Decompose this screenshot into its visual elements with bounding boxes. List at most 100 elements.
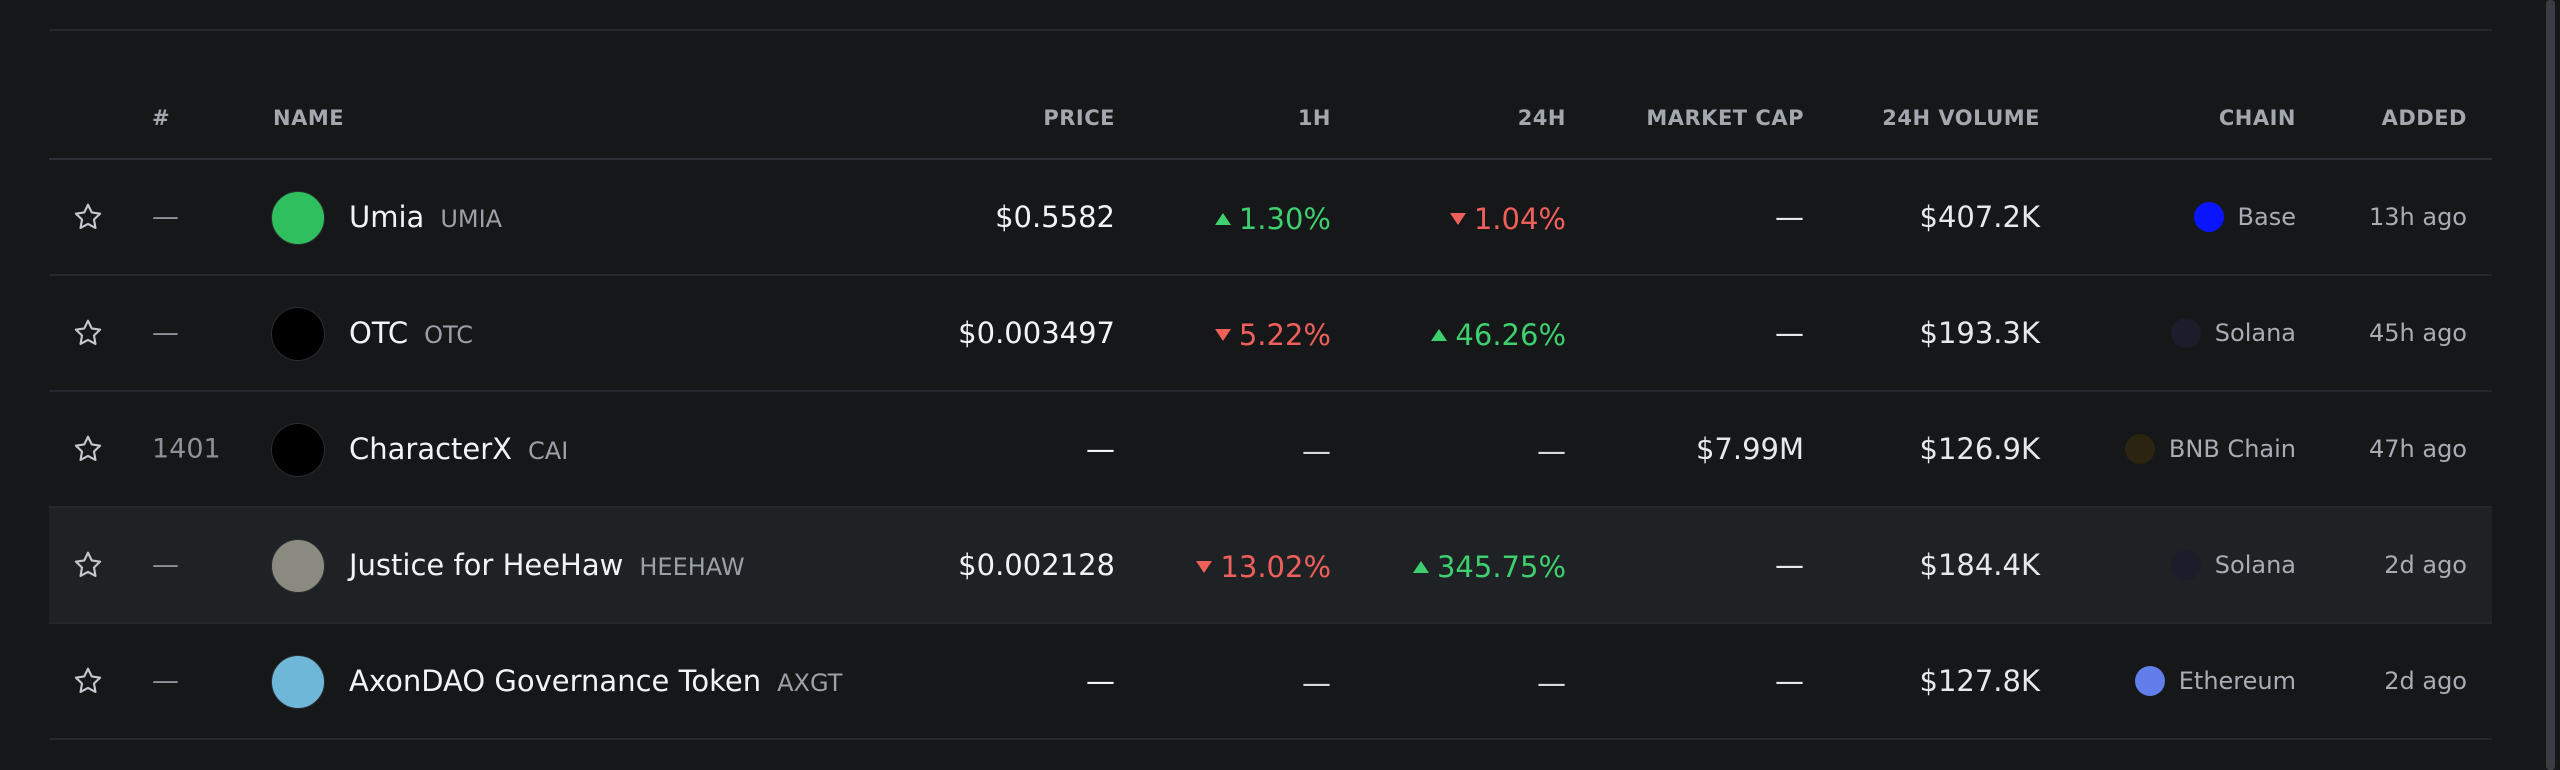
token-name: OTC [349,316,409,350]
rank: — [152,317,179,349]
chain-icon [2170,318,2201,348]
column-header[interactable]: 1H [1297,106,1331,130]
favorite-star[interactable] [72,665,104,697]
change-arrow [1412,561,1429,573]
column-header[interactable]: NAME [273,106,345,130]
chain-icon [2124,434,2155,464]
change-value: 1.30% [1238,202,1331,236]
change-value: — [1302,666,1331,700]
token-icon [271,307,325,361]
chain-icon [2170,550,2201,580]
market-cap: — [1775,664,1804,698]
change-value: 1.04% [1473,202,1566,236]
scrollbar[interactable] [2546,0,2555,770]
market-cap: — [1775,316,1804,350]
chain-name: Solana [2214,319,2296,347]
change-cell: 345.75% [1412,550,1566,584]
token-name-cell[interactable]: OTC OTC [349,316,473,350]
chain-name: BNB Chain [2168,435,2296,463]
volume: $126.9K [1919,432,2041,466]
token-symbol: OTC [424,321,473,349]
row-border [49,390,2492,392]
token-icon [271,423,325,477]
column-header[interactable]: CHAIN [2218,106,2296,130]
change-value: 13.02% [1220,550,1331,584]
token-symbol: UMIA [440,205,503,233]
change-arrow [1214,329,1231,341]
token-icon [271,655,325,709]
market-cap: $7.99M [1695,432,1804,466]
price: — [1086,664,1115,698]
change-value: 5.22% [1238,318,1331,352]
token-symbol: HEEHAW [639,553,745,581]
chain-name: Base [2237,203,2296,231]
chain-cell: BNB Chain [2124,434,2296,464]
added: 45h ago [2368,319,2467,347]
chain-cell: Solana [2170,318,2296,348]
chain-icon [2134,666,2165,696]
column-header[interactable]: ADDED [2381,106,2467,130]
chain-cell: Solana [2170,550,2296,580]
volume: $407.2K [1919,200,2041,234]
change-cell: 1.30% [1214,202,1331,236]
added: 47h ago [2368,435,2467,463]
chain-name: Ethereum [2178,667,2296,695]
change-value: — [1537,666,1566,700]
volume: $184.4K [1919,548,2041,582]
change-arrow [1449,213,1466,225]
price: — [1086,432,1115,466]
row-border [49,622,2492,624]
favorite-star[interactable] [72,433,104,465]
change-arrow [1196,561,1213,573]
column-header[interactable]: MARKET CAP [1646,106,1804,130]
rank: — [152,665,179,697]
price: $0.003497 [958,316,1115,350]
token-icon [271,539,325,593]
change-value: 46.26% [1455,318,1566,352]
change-arrow [1214,213,1231,225]
token-icon [271,191,325,245]
change-cell: 46.26% [1431,318,1566,352]
change-arrow [1431,329,1448,341]
volume: $127.8K [1919,664,2041,698]
token-name-cell[interactable]: AxonDAO Governance Token AXGT [349,664,842,698]
header-border [49,158,2492,160]
token-name: Umia [349,200,425,234]
token-name: AxonDAO Governance Token [349,664,762,698]
favorite-star[interactable] [72,317,104,349]
volume: $193.3K [1919,316,2041,350]
rank: — [152,201,179,233]
row-border [49,274,2492,276]
chain-icon [2193,202,2224,232]
column-header[interactable]: # [152,106,171,130]
change-cell: — [1302,666,1331,700]
token-name-cell[interactable]: CharacterX CAI [349,432,568,466]
change-value: — [1537,434,1566,468]
token-symbol: AXGT [777,669,843,697]
favorite-star[interactable] [72,549,104,581]
row-border [49,506,2492,508]
favorite-star[interactable] [72,201,104,233]
rank: 1401 [152,433,221,465]
token-name-cell[interactable]: Umia UMIA [349,200,502,234]
chain-cell: Base [2193,202,2296,232]
change-cell: 1.04% [1449,202,1566,236]
column-header[interactable]: 24H VOLUME [1882,106,2040,130]
added: 2d ago [2384,667,2467,695]
token-name-cell[interactable]: Justice for HeeHaw HEEHAW [349,548,745,582]
token-symbol: CAI [528,437,569,465]
top-border [49,29,2492,31]
change-value: 345.75% [1436,550,1566,584]
change-cell: — [1302,434,1331,468]
table-row[interactable] [49,508,2492,622]
chain-cell: Ethereum [2134,666,2296,696]
change-cell: 13.02% [1196,550,1331,584]
market-cap: — [1775,200,1804,234]
column-header[interactable]: 24H [1517,106,1566,130]
token-name: Justice for HeeHaw [349,548,624,582]
change-value: — [1302,434,1331,468]
price: $0.5582 [995,200,1115,234]
token-name: CharacterX [349,432,513,466]
column-header[interactable]: PRICE [1043,106,1115,130]
